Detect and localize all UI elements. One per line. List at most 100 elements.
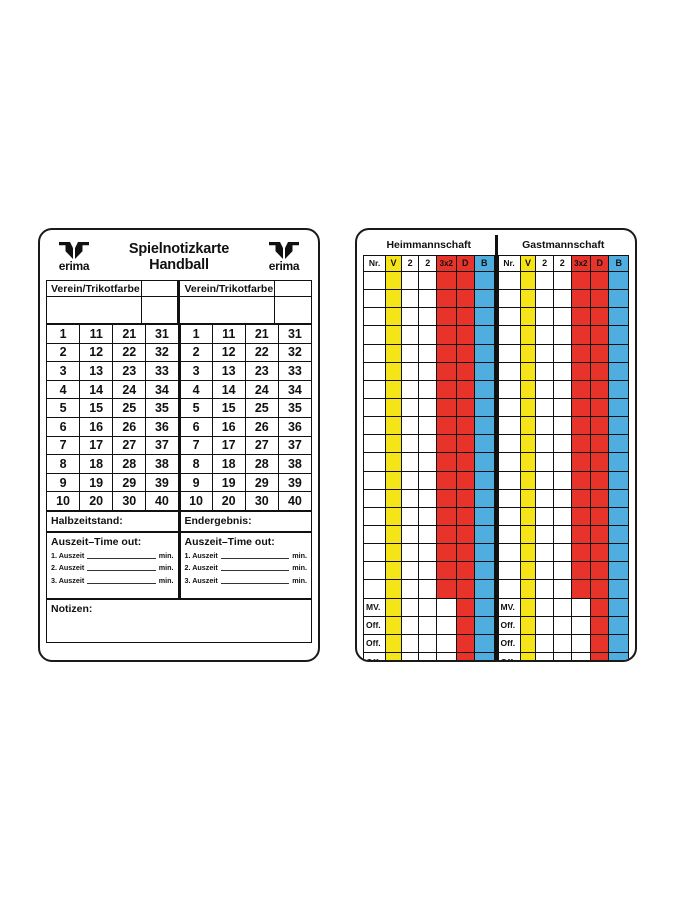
official-cell-v[interactable] [385, 633, 402, 653]
penalty-cell-two_b[interactable] [552, 307, 572, 327]
penalty-cell-two_a[interactable] [535, 561, 554, 581]
penalty-cell-x32[interactable] [570, 270, 592, 291]
player-number-cell[interactable]: 16 [79, 416, 114, 437]
penalty-cell-d[interactable] [590, 307, 610, 327]
penalty-cell-nr[interactable] [497, 325, 521, 345]
player-number-cell[interactable]: 22 [244, 342, 279, 363]
penalty-cell-x32[interactable] [436, 361, 457, 381]
penalty-cell-two_b[interactable] [552, 270, 572, 291]
penalty-cell-v[interactable] [385, 416, 402, 436]
player-number-cell[interactable]: 21 [112, 324, 147, 344]
penalty-cell-v[interactable] [385, 397, 402, 418]
penalty-cell-b[interactable] [608, 361, 629, 381]
official-cell-v[interactable] [519, 615, 537, 635]
penalty-cell-v[interactable] [519, 434, 537, 454]
official-cell-d[interactable] [590, 633, 610, 653]
official-cell-v[interactable] [385, 651, 402, 660]
penalty-cell-two_a[interactable] [535, 488, 554, 508]
penalty-cell-v[interactable] [519, 343, 537, 363]
penalty-cell-b[interactable] [473, 506, 495, 526]
player-number-cell[interactable]: 23 [244, 361, 279, 381]
penalty-cell-x32[interactable] [570, 379, 592, 399]
penalty-cell-two_a[interactable] [535, 434, 554, 454]
penalty-cell-nr[interactable] [362, 397, 387, 418]
penalty-cell-b[interactable] [473, 434, 495, 454]
penalty-cell-two_b[interactable] [552, 343, 572, 363]
official-cell-b[interactable] [473, 615, 495, 635]
player-number-cell[interactable]: 19 [79, 472, 114, 493]
penalty-cell-x32[interactable] [436, 416, 457, 436]
penalty-cell-nr[interactable] [362, 524, 387, 545]
penalty-cell-two_b[interactable] [418, 325, 438, 345]
penalty-cell-b[interactable] [608, 470, 629, 490]
player-number-cell[interactable]: 12 [79, 342, 114, 363]
penalty-cell-v[interactable] [519, 307, 537, 327]
penalty-cell-x32[interactable] [436, 397, 457, 418]
penalty-cell-v[interactable] [519, 452, 537, 472]
penalty-cell-nr[interactable] [497, 579, 521, 599]
penalty-cell-v[interactable] [519, 416, 537, 436]
timeout-entry[interactable]: 1. Auszeit min. [51, 551, 174, 560]
penalty-cell-two_a[interactable] [400, 452, 420, 472]
player-number-cell[interactable]: 13 [79, 361, 114, 381]
penalty-cell-d[interactable] [590, 434, 610, 454]
player-number-cell[interactable]: 5 [177, 398, 213, 418]
player-number-cell[interactable]: 23 [112, 361, 147, 381]
penalty-cell-d[interactable] [590, 343, 610, 363]
penalty-cell-two_a[interactable] [400, 307, 420, 327]
penalty-cell-two_b[interactable] [418, 434, 438, 454]
player-number-cell[interactable]: 20 [211, 491, 246, 511]
penalty-cell-x32[interactable] [570, 361, 592, 381]
official-cell-v[interactable] [385, 597, 402, 617]
penalty-cell-two_a[interactable] [535, 397, 554, 418]
penalty-cell-d[interactable] [590, 289, 610, 309]
penalty-cell-nr[interactable] [497, 524, 521, 545]
official-cell-v[interactable] [519, 597, 537, 617]
player-number-cell[interactable]: 14 [79, 379, 114, 400]
official-cell-two_b[interactable] [418, 597, 438, 617]
penalty-cell-two_b[interactable] [552, 361, 572, 381]
player-number-cell[interactable]: 10 [45, 491, 81, 511]
penalty-cell-d[interactable] [590, 579, 610, 599]
club-color-input-home[interactable] [141, 296, 180, 324]
penalty-cell-two_b[interactable] [418, 470, 438, 490]
penalty-cell-two_a[interactable] [535, 270, 554, 291]
penalty-cell-two_a[interactable] [535, 416, 554, 436]
penalty-cell-b[interactable] [608, 579, 629, 599]
penalty-cell-b[interactable] [473, 307, 495, 327]
penalty-cell-nr[interactable] [497, 270, 521, 291]
penalty-cell-two_a[interactable] [535, 325, 554, 345]
player-number-cell[interactable]: 22 [112, 342, 147, 363]
penalty-cell-two_a[interactable] [400, 416, 420, 436]
penalty-cell-nr[interactable] [497, 434, 521, 454]
player-number-cell[interactable]: 18 [79, 454, 114, 474]
penalty-cell-two_a[interactable] [400, 524, 420, 545]
penalty-cell-x32[interactable] [570, 470, 592, 490]
penalty-cell-two_b[interactable] [418, 379, 438, 399]
club-color-swatch-guest[interactable] [273, 280, 313, 297]
official-cell-two_a[interactable] [535, 651, 554, 660]
player-number-cell[interactable]: 8 [45, 454, 81, 474]
player-number-cell[interactable]: 35 [277, 398, 313, 418]
penalty-cell-two_a[interactable] [400, 270, 420, 291]
official-cell-two_a[interactable] [400, 651, 420, 660]
penalty-cell-x32[interactable] [570, 434, 592, 454]
official-cell-x32[interactable] [436, 615, 457, 635]
official-cell-two_a[interactable] [400, 633, 420, 653]
official-cell-b[interactable] [608, 651, 629, 660]
player-number-cell[interactable]: 3 [45, 361, 81, 381]
player-number-cell[interactable]: 37 [145, 435, 180, 456]
penalty-cell-v[interactable] [519, 470, 537, 490]
penalty-cell-v[interactable] [385, 579, 402, 599]
penalty-cell-d[interactable] [455, 579, 475, 599]
penalty-cell-v[interactable] [385, 307, 402, 327]
penalty-cell-nr[interactable] [497, 561, 521, 581]
penalty-cell-v[interactable] [385, 434, 402, 454]
player-number-cell[interactable]: 37 [277, 435, 313, 456]
player-number-cell[interactable]: 31 [145, 324, 180, 344]
penalty-cell-nr[interactable] [497, 416, 521, 436]
player-number-cell[interactable]: 2 [45, 342, 81, 363]
player-number-cell[interactable]: 30 [112, 491, 147, 511]
penalty-cell-v[interactable] [385, 270, 402, 291]
official-cell-d[interactable] [455, 615, 475, 635]
